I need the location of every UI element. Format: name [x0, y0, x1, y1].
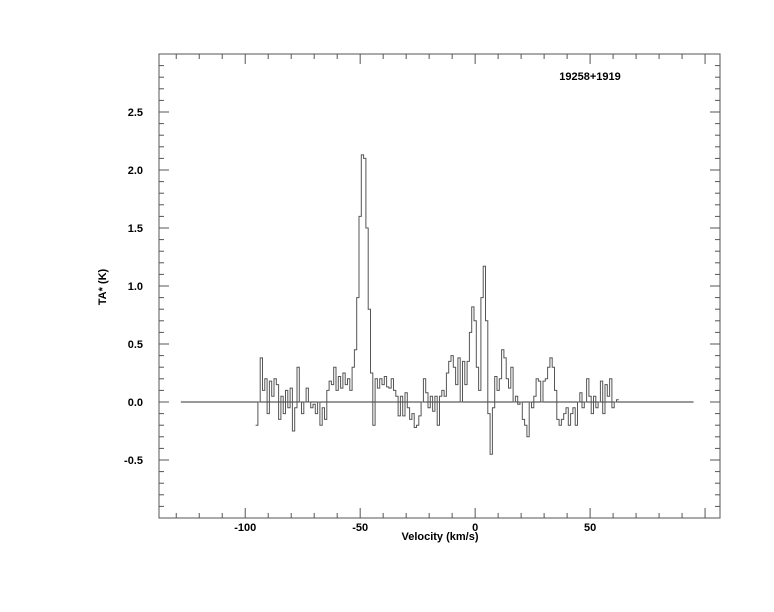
plot-title: 19258+1919: [559, 71, 620, 83]
x-tick-label: 50: [584, 522, 596, 534]
spectrum-line: [255, 154, 619, 455]
x-tick-label: -100: [234, 522, 256, 534]
y-tick-label: 1.5: [128, 223, 143, 235]
y-tick-label: 2.0: [128, 165, 143, 177]
x-tick-labels: -100 -50 0 50: [234, 522, 596, 534]
y-tick-label: 0.5: [128, 339, 143, 351]
y-tick-labels: -0.5 0.0 0.5 1.0 1.5 2.0 2.5: [124, 107, 143, 467]
y-tick-label: 1.0: [128, 281, 143, 293]
y-tick-label: 2.5: [128, 107, 143, 119]
x-axis-title: Velocity (km/s): [401, 531, 478, 543]
y-axis-title: TA* (K): [97, 268, 109, 305]
x-tick-label: -50: [352, 522, 368, 534]
axis-ticks: [159, 54, 720, 518]
x-tick-label: 0: [472, 522, 478, 534]
y-tick-label: -0.5: [124, 455, 143, 467]
y-tick-label: 0.0: [128, 397, 143, 409]
plot-frame: [158, 53, 721, 519]
